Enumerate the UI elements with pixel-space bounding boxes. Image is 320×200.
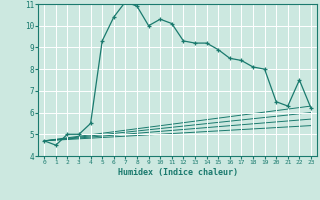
X-axis label: Humidex (Indice chaleur): Humidex (Indice chaleur) bbox=[118, 168, 238, 177]
